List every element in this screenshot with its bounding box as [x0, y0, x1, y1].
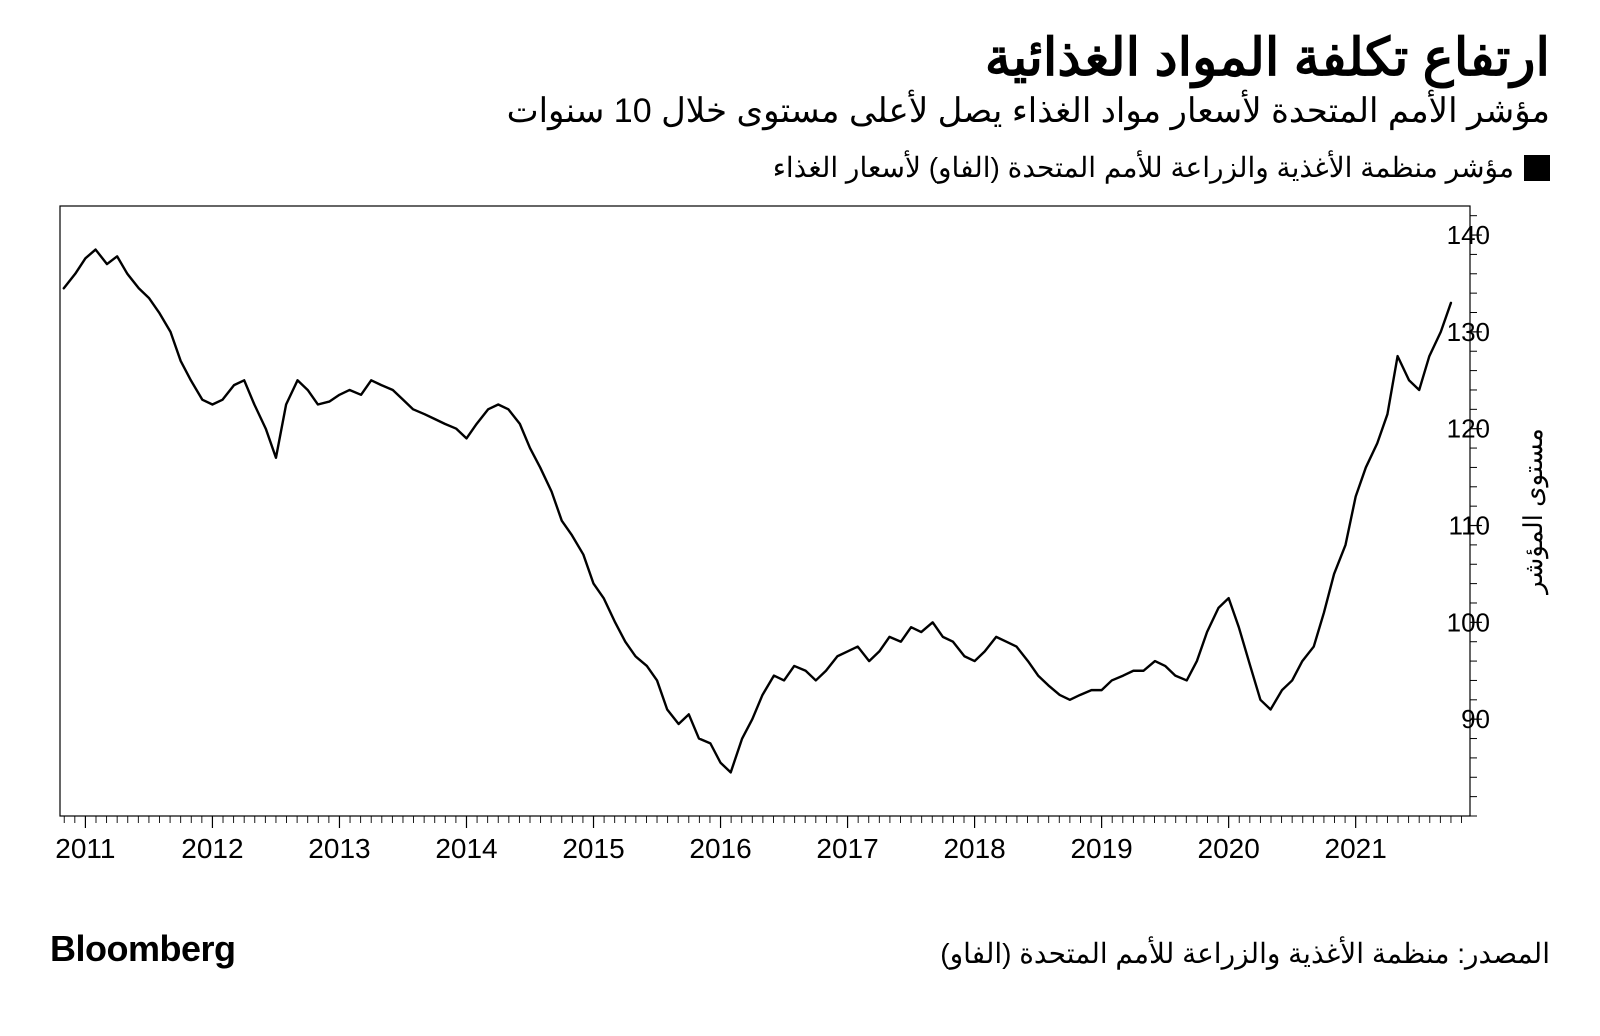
svg-text:120: 120	[1447, 414, 1490, 444]
svg-text:2021: 2021	[1325, 833, 1387, 864]
brand-label: Bloomberg	[50, 928, 236, 970]
svg-text:130: 130	[1447, 317, 1490, 347]
svg-text:2017: 2017	[816, 833, 878, 864]
source-label: المصدر: منظمة الأغذية والزراعة للأمم الم…	[940, 937, 1550, 970]
svg-text:2013: 2013	[308, 833, 370, 864]
svg-text:90: 90	[1461, 704, 1490, 734]
svg-text:2018: 2018	[943, 833, 1005, 864]
chart-title: ارتفاع تكلفة المواد الغذائية	[50, 30, 1550, 87]
legend: مؤشر منظمة الأغذية والزراعة للأمم المتحد…	[50, 151, 1550, 184]
svg-text:2011: 2011	[55, 833, 115, 864]
svg-text:مستوى المؤشر: مستوى المؤشر	[1518, 428, 1549, 596]
svg-text:140: 140	[1447, 220, 1490, 250]
svg-text:2014: 2014	[435, 833, 497, 864]
chart-subtitle: مؤشر الأمم المتحدة لأسعار مواد الغذاء يص…	[50, 91, 1550, 131]
chart-area: 90 100 110 120 130 140 مستوى المؤشر 2011 2012 201…	[50, 196, 1550, 906]
svg-text:2015: 2015	[562, 833, 624, 864]
svg-text:2020: 2020	[1198, 833, 1260, 864]
legend-label: مؤشر منظمة الأغذية والزراعة للأمم المتحد…	[773, 151, 1514, 184]
svg-text:100: 100	[1447, 608, 1490, 638]
svg-text:2016: 2016	[689, 833, 751, 864]
line-chart: 90 100 110 120 130 140 مستوى المؤشر 2011 2012 201…	[50, 196, 1550, 906]
svg-text:2019: 2019	[1070, 833, 1132, 864]
legend-swatch	[1524, 155, 1550, 181]
svg-text:110: 110	[1449, 511, 1490, 541]
svg-text:2012: 2012	[181, 833, 243, 864]
